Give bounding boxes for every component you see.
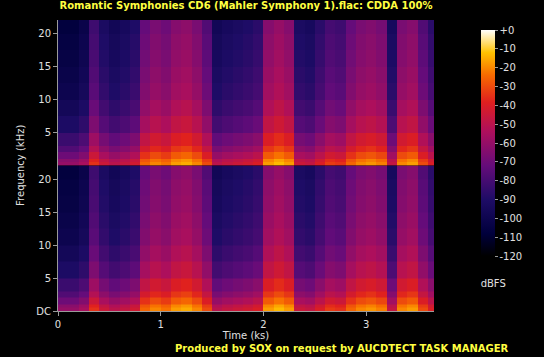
svg-text:-60: -60 — [500, 138, 516, 149]
svg-text:-110: -110 — [500, 232, 523, 243]
svg-text:Produced by SOX on request by: Produced by SOX on request by AUCDTECT T… — [175, 343, 509, 354]
svg-text:dBFS: dBFS — [481, 278, 506, 289]
svg-text:-80: -80 — [500, 175, 516, 186]
svg-text:5: 5 — [45, 127, 51, 138]
svg-text:Frequency (kHz): Frequency (kHz) — [15, 125, 26, 206]
svg-text:0: 0 — [55, 319, 61, 330]
svg-text:-100: -100 — [500, 213, 523, 224]
svg-text:-40: -40 — [500, 100, 516, 111]
svg-text:3: 3 — [363, 319, 369, 330]
svg-text:15: 15 — [38, 207, 51, 218]
svg-text:-30: -30 — [500, 81, 516, 92]
svg-text:-10: -10 — [500, 43, 516, 54]
svg-text:10: 10 — [38, 94, 51, 105]
svg-text:Time (ks): Time (ks) — [222, 330, 270, 341]
svg-text:DC: DC — [36, 306, 51, 317]
svg-text:-70: -70 — [500, 156, 516, 167]
svg-text:+0: +0 — [500, 25, 515, 36]
svg-text:15: 15 — [38, 61, 51, 72]
svg-text:Romantic Symphonies CD6 (Mahle: Romantic Symphonies CD6 (Mahler Symphony… — [60, 0, 433, 11]
svg-text:20: 20 — [38, 174, 51, 185]
svg-text:2: 2 — [260, 319, 266, 330]
svg-text:-90: -90 — [500, 194, 516, 205]
svg-text:1: 1 — [158, 319, 164, 330]
svg-text:-20: -20 — [500, 62, 516, 73]
svg-text:20: 20 — [38, 28, 51, 39]
svg-text:10: 10 — [38, 240, 51, 251]
svg-text:-50: -50 — [500, 119, 516, 130]
svg-text:-120: -120 — [500, 251, 523, 262]
svg-text:5: 5 — [45, 273, 51, 284]
